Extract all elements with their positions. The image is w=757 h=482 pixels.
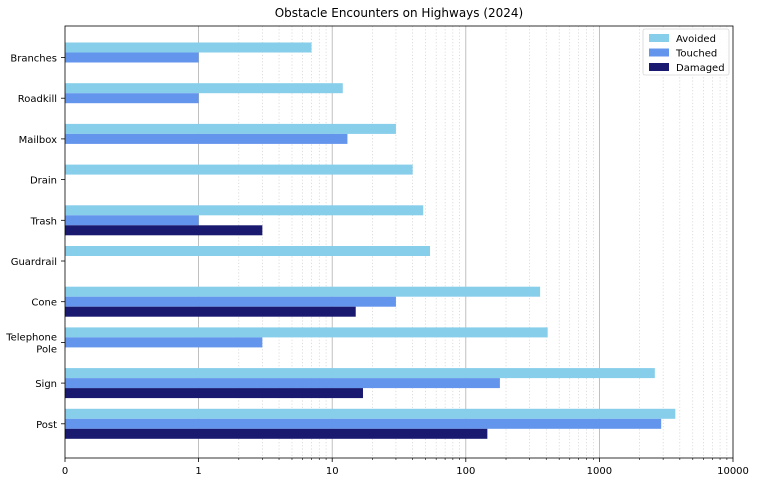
legend-label: Avoided (676, 34, 716, 45)
y-tick-label: Post (36, 420, 57, 431)
x-tick-label: 1 (195, 466, 201, 477)
bar (65, 428, 488, 439)
bar (65, 296, 396, 307)
y-tick-label: Trash (30, 216, 57, 227)
bar (65, 418, 662, 429)
legend-swatch (649, 48, 669, 57)
y-tick-label: Roadkill (18, 94, 57, 105)
y-tick-label: Guardrail (11, 257, 57, 268)
bars-group (65, 42, 676, 439)
bar (65, 133, 348, 144)
bar (65, 42, 312, 53)
bar (65, 164, 413, 175)
y-axis-ticks: Branches Roadkill Mailbox Drain Trash Guardra… (5, 54, 65, 431)
x-tick-label: 0 (62, 466, 68, 477)
y-tick-label: Telephone Pole (5, 332, 57, 355)
x-axis-ticks: 0 1 10 100 1000 10000 (62, 458, 749, 477)
bar (65, 408, 676, 419)
bar (65, 286, 541, 297)
legend: Avoided Touched Damaged (642, 28, 730, 76)
bar (65, 225, 263, 236)
bar (65, 368, 655, 379)
y-tick-label: Cone (31, 298, 57, 309)
legend-swatch (649, 63, 669, 71)
y-tick-label: Mailbox (19, 135, 57, 146)
y-tick-label: Drain (30, 176, 57, 187)
chart-title: Obstacle Encounters on Highways (2024) (275, 6, 524, 20)
x-tick-label: 1000 (587, 466, 612, 477)
bar (65, 93, 199, 104)
bar (65, 378, 500, 389)
bar (65, 337, 263, 348)
bar (65, 246, 431, 256)
bar (65, 52, 199, 63)
bar (65, 327, 548, 338)
bar (65, 215, 199, 226)
x-tick-label: 100 (456, 466, 475, 477)
y-tick-label: Branches (10, 54, 57, 65)
legend-label: Touched (675, 49, 717, 60)
plot-frame (64, 25, 734, 459)
x-tick-label: 10 (326, 466, 339, 477)
legend-swatch (649, 34, 669, 42)
bar (65, 123, 396, 134)
x-tick-label: 10000 (717, 466, 749, 477)
legend-label: Damaged (676, 63, 725, 74)
y-tick-label: Sign (35, 379, 57, 390)
bar (65, 388, 363, 399)
bar (65, 306, 356, 317)
bar (65, 205, 424, 216)
bar (65, 83, 343, 94)
